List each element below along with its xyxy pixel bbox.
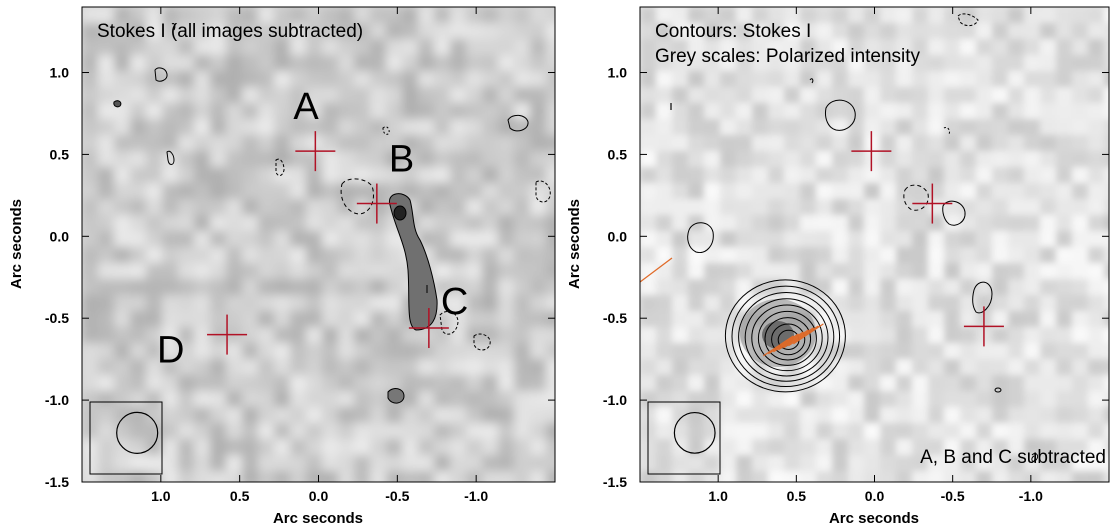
x-tick-label: 1.0 — [708, 488, 728, 504]
contour-ring — [738, 291, 835, 382]
y-tick-label: 0.0 — [50, 228, 70, 244]
contour-negative — [439, 311, 459, 335]
contour-ring — [764, 317, 812, 361]
source-marker: C — [408, 281, 468, 349]
polarization-vector — [763, 335, 794, 357]
contour-negative — [275, 158, 285, 177]
y-tick-label: 1.0 — [50, 65, 70, 81]
beam-ellipse — [116, 411, 159, 454]
contour — [825, 99, 856, 131]
x-tick-label: -1.0 — [464, 488, 488, 504]
left-panel: A B C D Stokes I (all images subtracted) 1.… — [8, 6, 556, 527]
polarization-vector — [788, 325, 819, 347]
contour-ring — [731, 285, 841, 388]
source-marker: B — [356, 139, 414, 224]
y-tick-label: -0.5 — [603, 310, 627, 326]
marker-label: B — [389, 139, 414, 181]
contour-ring — [751, 304, 823, 372]
x-axis-label: Arc seconds — [829, 510, 919, 527]
marker-label: D — [157, 330, 184, 372]
contour-ring — [744, 298, 829, 377]
x-tick-label: 0.5 — [230, 488, 250, 504]
right-panel: Contours: Stokes I Grey scales: Polarize… — [566, 6, 1110, 527]
panel-title-line-1: Contours: Stokes I — [655, 21, 811, 42]
jet-feature — [388, 193, 438, 331]
panel-title-line-2: Grey scales: Polarized intensity — [655, 46, 921, 67]
source-marker: D — [157, 314, 248, 372]
beam-ellipse — [673, 411, 716, 454]
contour-negative — [535, 180, 551, 203]
source-marker — [912, 183, 953, 224]
x-axis-label: Arc seconds — [273, 510, 363, 527]
y-tick-label: -0.5 — [45, 310, 69, 326]
y-axis-label: Arc seconds — [566, 199, 583, 289]
subtraction-note: A, B and C subtracted — [920, 447, 1106, 468]
contour — [972, 281, 993, 314]
polarization-vector — [793, 323, 824, 345]
polarization-vector — [768, 333, 799, 355]
source-marker: A — [293, 86, 336, 172]
contour — [154, 67, 168, 82]
x-tick-label: -1.0 — [1019, 488, 1043, 504]
contour-negative — [473, 333, 491, 351]
contour — [166, 150, 175, 165]
contour-negative — [943, 127, 950, 135]
source-marker — [963, 306, 1004, 347]
x-tick-label: 0.0 — [309, 488, 329, 504]
x-tick-label: 1.0 — [151, 488, 171, 504]
x-tick-label: 0.0 — [865, 488, 885, 504]
x-tick-label: 0.5 — [787, 488, 807, 504]
contour — [387, 388, 405, 404]
contour — [171, 23, 176, 31]
y-tick-label: 1.0 — [608, 65, 628, 81]
marker-label: A — [293, 86, 319, 128]
contour — [942, 200, 966, 226]
y-tick-label: -1.0 — [45, 392, 69, 408]
contour-ring — [771, 323, 806, 356]
polarization-vector — [783, 327, 814, 349]
beam-box — [647, 401, 721, 475]
jet-knot — [393, 205, 407, 221]
contour — [113, 100, 122, 108]
y-axis-label: Arc seconds — [8, 199, 25, 289]
y-tick-label: 0.5 — [608, 146, 628, 162]
x-tick-label: -0.5 — [385, 488, 409, 504]
y-tick-label: 0.0 — [608, 228, 628, 244]
contour-negative — [957, 13, 979, 27]
y-tick-label: -1.5 — [45, 474, 69, 490]
contour — [507, 114, 529, 132]
y-tick-label: -1.5 — [603, 474, 627, 490]
contour-ring — [757, 310, 817, 366]
polarization-vector — [640, 257, 673, 283]
source-marker — [851, 131, 892, 172]
marker-label: C — [441, 281, 468, 323]
contour-ring — [724, 279, 846, 393]
contour — [687, 222, 714, 254]
x-tick-label: -0.5 — [941, 488, 965, 504]
y-tick-label: -1.0 — [603, 392, 627, 408]
polarization-vector — [773, 331, 804, 353]
contour-negative — [903, 184, 929, 211]
contour-negative — [382, 126, 390, 135]
polarization-vector — [778, 329, 809, 351]
y-tick-label: 0.5 — [50, 146, 70, 162]
beam-box — [89, 401, 163, 475]
panel-title: Stokes I (all images subtracted) — [97, 21, 363, 42]
